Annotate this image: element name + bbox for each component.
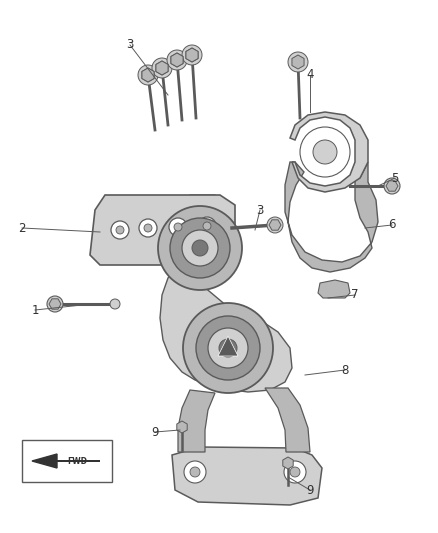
Polygon shape — [285, 162, 378, 272]
Polygon shape — [142, 68, 154, 82]
Circle shape — [384, 178, 400, 194]
Text: 1: 1 — [31, 303, 39, 317]
Circle shape — [184, 461, 206, 483]
Polygon shape — [142, 68, 154, 82]
Circle shape — [170, 218, 230, 278]
Polygon shape — [156, 61, 168, 75]
Text: 6: 6 — [388, 219, 396, 231]
Circle shape — [110, 299, 120, 309]
Text: 9: 9 — [306, 483, 314, 497]
FancyBboxPatch shape — [22, 440, 112, 482]
Circle shape — [219, 339, 237, 357]
Circle shape — [182, 230, 218, 266]
Circle shape — [47, 296, 63, 312]
Circle shape — [192, 240, 208, 256]
Polygon shape — [49, 299, 61, 309]
Polygon shape — [283, 457, 293, 469]
Polygon shape — [171, 53, 183, 67]
Circle shape — [116, 226, 124, 234]
Circle shape — [139, 219, 157, 237]
Polygon shape — [171, 53, 183, 67]
Text: 3: 3 — [256, 204, 264, 216]
Polygon shape — [265, 388, 310, 452]
Circle shape — [152, 58, 172, 78]
Circle shape — [267, 217, 283, 233]
Polygon shape — [386, 181, 398, 191]
Circle shape — [167, 50, 187, 70]
Text: 8: 8 — [341, 364, 349, 376]
Polygon shape — [177, 421, 187, 433]
Circle shape — [183, 303, 273, 393]
Circle shape — [182, 45, 202, 65]
Circle shape — [203, 222, 211, 230]
Polygon shape — [160, 265, 292, 392]
Polygon shape — [318, 280, 350, 298]
Polygon shape — [175, 195, 230, 260]
Polygon shape — [90, 195, 235, 265]
Circle shape — [288, 52, 308, 72]
Polygon shape — [32, 454, 100, 468]
Circle shape — [208, 328, 248, 368]
Polygon shape — [218, 336, 238, 356]
Polygon shape — [269, 220, 281, 230]
Circle shape — [174, 223, 182, 231]
Text: 9: 9 — [151, 425, 159, 439]
Circle shape — [144, 224, 152, 232]
Polygon shape — [156, 61, 168, 75]
Polygon shape — [186, 48, 198, 62]
Circle shape — [190, 467, 200, 477]
Polygon shape — [290, 112, 368, 192]
Text: 2: 2 — [18, 222, 26, 235]
Circle shape — [158, 206, 242, 290]
Polygon shape — [172, 447, 322, 505]
Polygon shape — [178, 390, 215, 452]
Polygon shape — [186, 48, 198, 62]
Circle shape — [313, 140, 337, 164]
Text: 3: 3 — [126, 38, 134, 52]
Circle shape — [290, 467, 300, 477]
Circle shape — [111, 221, 129, 239]
Text: FWD: FWD — [67, 456, 87, 465]
Circle shape — [138, 65, 158, 85]
Circle shape — [196, 316, 260, 380]
Text: 5: 5 — [391, 172, 399, 184]
Text: 4: 4 — [306, 69, 314, 82]
Circle shape — [169, 218, 187, 236]
Circle shape — [198, 217, 216, 235]
Circle shape — [300, 127, 350, 177]
Polygon shape — [292, 55, 304, 69]
Text: 7: 7 — [351, 288, 359, 302]
Circle shape — [284, 461, 306, 483]
